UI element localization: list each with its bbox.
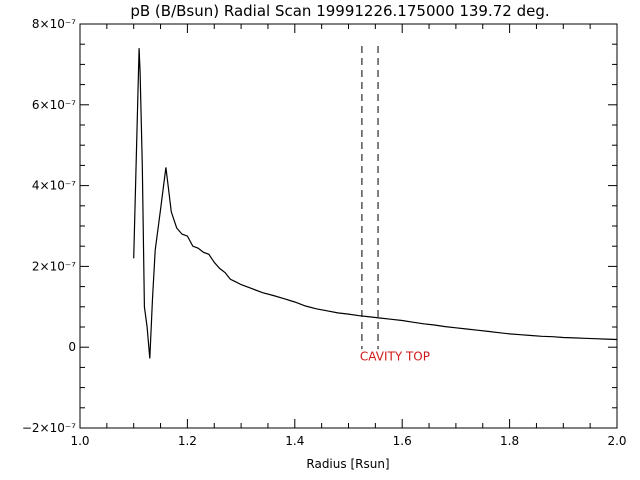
x-axis-label: Radius [Rsun]: [306, 457, 389, 471]
cavity-top-annotation: CAVITY TOP: [360, 350, 430, 364]
x-tick-label: 1.4: [285, 434, 304, 448]
plot-frame: [79, 23, 618, 429]
plot-border: [79, 23, 618, 429]
y-axis-ticks: −2×10⁻⁷ 0 2×10⁻⁷ 4×10⁻⁷ 6×10⁻⁷ 8×10⁻⁷: [22, 17, 617, 435]
chart-title: pB (B/Bsun) Radial Scan 19991226.175000 …: [130, 2, 549, 20]
x-tick-label: 1.2: [178, 434, 197, 448]
x-tick-label: 1.0: [70, 434, 89, 448]
y-tick-label: 2×10⁻⁷: [32, 259, 76, 273]
y-tick-label: 8×10⁻⁷: [32, 17, 76, 31]
x-axis-ticks: 1.0 1.2 1.4 1.6 1.8 2.0: [70, 24, 627, 448]
annotations: CAVITY TOP: [360, 350, 430, 364]
x-tick-label: 1.8: [500, 434, 519, 448]
series-group: [133, 48, 618, 359]
cavity-markers: [361, 46, 379, 350]
y-tick-label: 0: [68, 340, 76, 354]
x-tick-label: 1.6: [393, 434, 412, 448]
y-tick-label: −2×10⁻⁷: [22, 421, 76, 435]
y-tick-label: 4×10⁻⁷: [32, 179, 76, 193]
x-tick-label: 2.0: [607, 434, 626, 448]
y-tick-label: 6×10⁻⁷: [32, 98, 76, 112]
pb-radial-scan-line: [133, 48, 618, 359]
